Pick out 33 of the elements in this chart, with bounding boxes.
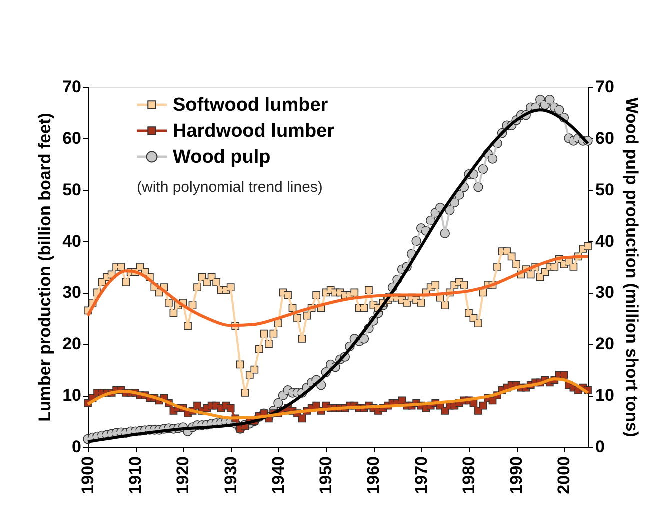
y2-tick-label: 10 <box>596 386 614 406</box>
y-tick-label: 20 <box>62 334 82 354</box>
y-axis-title: Lumber production (billion board feet) <box>36 113 55 422</box>
y2-tick-label: 20 <box>596 334 614 354</box>
y2-tick-label: 40 <box>596 232 614 251</box>
x-tick-label: 1970 <box>412 456 431 494</box>
x-tick-label: 1990 <box>507 456 526 494</box>
x-tick-label: 2000 <box>554 456 574 494</box>
y-tick-label: 50 <box>62 180 82 200</box>
y-tick-label: 30 <box>62 283 82 302</box>
y2-tick-label: 70 <box>596 78 614 96</box>
annotation: (with polynomial trend lines) <box>137 179 323 196</box>
y-tick-label: 60 <box>62 128 82 148</box>
y-tick-label: 70 <box>62 78 82 96</box>
x-tick-label: 1980 <box>459 456 478 494</box>
y-tick-label: 0 <box>72 438 82 456</box>
y2-tick-label: 0 <box>596 438 605 456</box>
y-tick-label: 10 <box>62 386 82 406</box>
x-tick-label: 1910 <box>126 456 146 494</box>
y2-tick-label: 30 <box>596 283 614 302</box>
legend-label: Softwood lumber <box>173 95 329 116</box>
y2-axis-title: Wood pulp production (million short tons) <box>622 98 642 438</box>
legend-label: Wood pulp <box>173 147 271 168</box>
y2-tick-label: 50 <box>596 180 614 200</box>
legend-label: Hardwood lumber <box>173 121 336 142</box>
y2-tick-label: 60 <box>596 128 614 148</box>
x-tick-label: 1920 <box>174 456 193 494</box>
x-tick-label: 1960 <box>364 456 384 494</box>
x-tick-label: 1940 <box>268 456 288 494</box>
x-tick-label: 1930 <box>221 456 240 494</box>
y-tick-label: 40 <box>62 232 82 251</box>
x-tick-label: 1900 <box>78 456 98 494</box>
x-tick-label: 1950 <box>316 456 336 494</box>
